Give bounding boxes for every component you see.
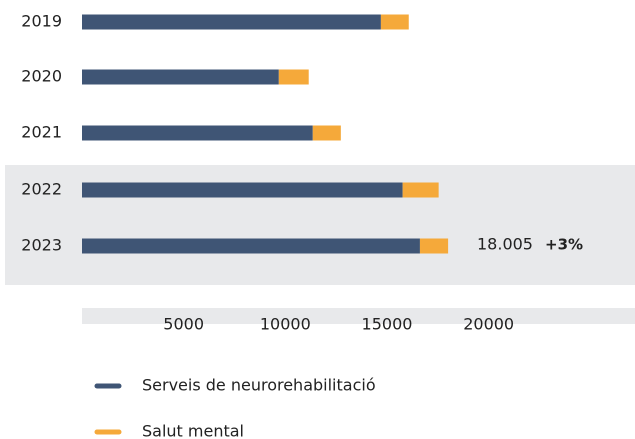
annotation-change: +3% (545, 236, 583, 254)
y-tick-label: 2020 (21, 67, 62, 86)
bar-segment (82, 238, 420, 254)
bar-segment (82, 182, 403, 198)
x-tick-label: 20000 (463, 315, 514, 334)
y-tick-label: 2022 (21, 180, 62, 199)
bar-segment (402, 182, 439, 198)
y-tick-label: 2019 (21, 12, 62, 31)
bar-segment (82, 14, 381, 30)
legend-label: Salut mental (142, 422, 244, 439)
bar-segment (419, 238, 449, 254)
bar-segment (82, 69, 279, 85)
x-tick-label: 5000 (163, 315, 204, 334)
bar-segment (278, 69, 309, 85)
bar-segment (82, 125, 313, 141)
bar-segment (312, 125, 341, 141)
y-tick-label: 2023 (21, 236, 62, 255)
legend-label: Serveis de neurorehabilitació (142, 376, 376, 395)
x-tick-label: 10000 (260, 315, 311, 334)
x-tick-label: 15000 (362, 315, 413, 334)
y-tick-label: 2021 (21, 123, 62, 142)
bar-segment (380, 14, 409, 30)
x-axis-band (82, 308, 635, 324)
annotation-total: 18.005 (477, 235, 533, 254)
